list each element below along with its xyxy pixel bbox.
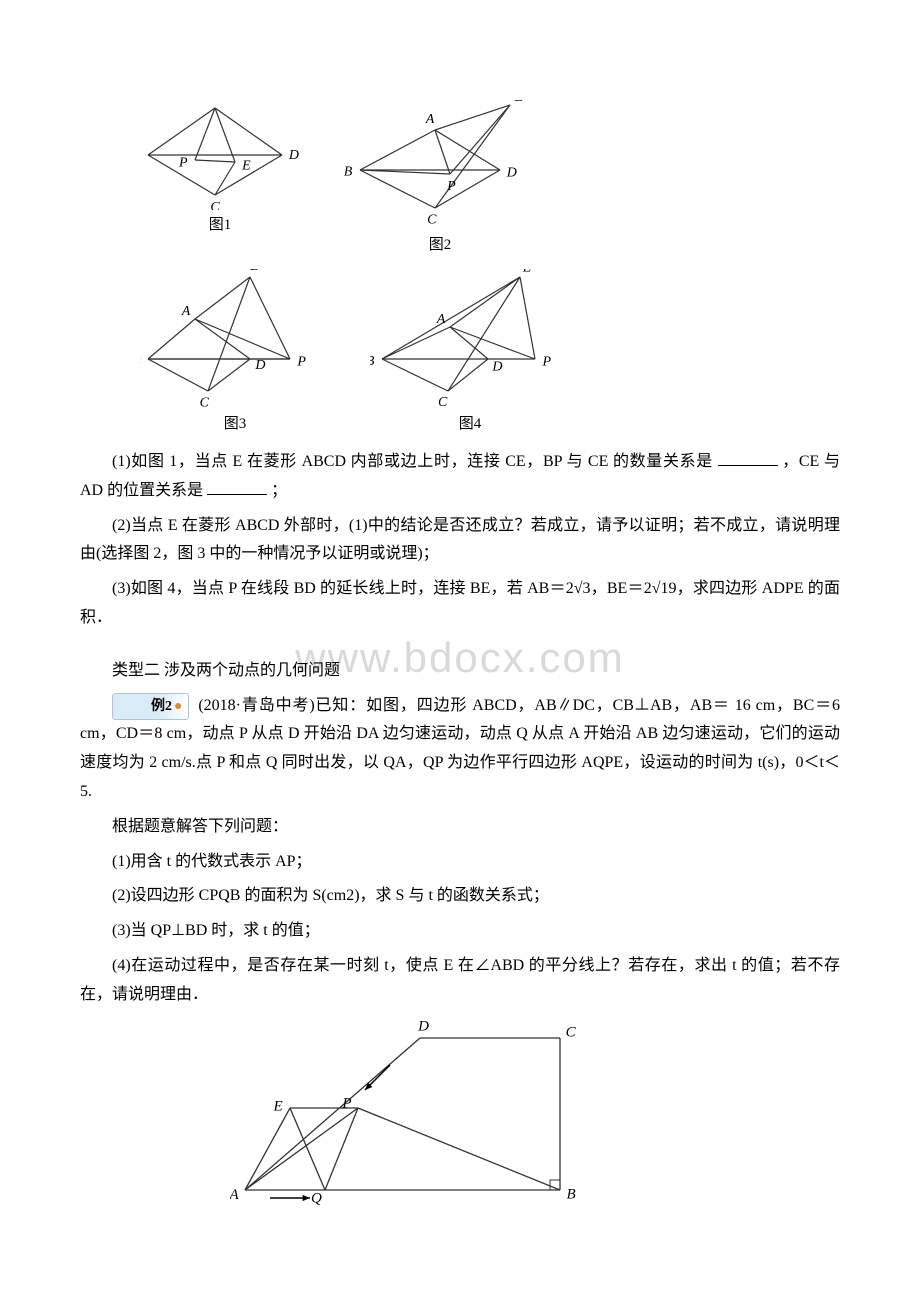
blank-1 (718, 449, 778, 466)
question-2: (2)当点 E 在菱形 ABCD 外部时，(1)中的结论是否还成立？若成立，请予… (80, 512, 840, 570)
svg-text:B: B (370, 354, 375, 369)
svg-text:B: B (140, 148, 141, 163)
q3-text-a: (3)如图 4，当点 P 在线段 BD 的延长线上时，连接 BE，若 AB＝2 (112, 580, 574, 597)
svg-text:A: A (425, 112, 435, 127)
svg-text:D: D (491, 359, 502, 374)
svg-text:D: D (254, 358, 265, 373)
svg-text:D: D (288, 148, 299, 163)
q1-text-c: ； (271, 482, 287, 499)
figure-5: A B C D E P Q (230, 1020, 600, 1210)
svg-text:A: A (181, 304, 191, 319)
svg-text:C: C (566, 1024, 577, 1040)
figure-2-caption: 图2 (429, 232, 452, 259)
svg-text:E: E (273, 1098, 283, 1114)
svg-text:A: A (210, 100, 220, 104)
figure-3: A B C D E P (140, 269, 330, 409)
figure-4: A B C D E P (370, 269, 570, 409)
svg-text:B: B (567, 1186, 576, 1202)
svg-text:B: B (140, 354, 141, 369)
q1-text-a: (1)如图 1，当点 E 在菱形 ABCD 内部或边上时，连接 CE，BP 与 … (112, 453, 713, 470)
example-2-q2: (2)设四边形 CPQB 的面积为 S(cm2)，求 S 与 t 的函数关系式； (80, 882, 840, 911)
svg-text:B: B (344, 164, 353, 179)
svg-text:P: P (541, 354, 551, 369)
question-3: (3)如图 4，当点 P 在线段 BD 的延长线上时，连接 BE，若 AB＝2√… (80, 575, 840, 633)
example-2-q1: (1)用含 t 的代数式表示 AP； (80, 848, 840, 877)
svg-text:P: P (341, 1095, 351, 1111)
svg-text:A: A (230, 1186, 239, 1202)
figure-row-1: A B C D E P 图1 A B C D E P 图2 (140, 100, 840, 259)
q3-text-b: ，BE＝2 (591, 580, 652, 597)
svg-text:C: C (438, 395, 448, 409)
svg-text:E: E (522, 269, 532, 275)
svg-text:A: A (436, 312, 446, 327)
svg-text:E: E (241, 159, 251, 174)
figure-1-caption: 图1 (209, 212, 232, 239)
svg-text:E: E (249, 269, 259, 274)
figure-3-caption: 图3 (224, 411, 247, 438)
svg-text:Q: Q (311, 1190, 322, 1206)
question-1: (1)如图 1，当点 E 在菱形 ABCD 内部或边上时，连接 CE，BP 与 … (80, 448, 840, 506)
example-2-q3: (3)当 QP⊥BD 时，求 t 的值； (80, 917, 840, 946)
badge-dot-icon: ● (174, 699, 182, 714)
svg-text:P: P (446, 179, 456, 194)
sqrt-3: √3 (574, 580, 591, 597)
example-2-badge-text: 例2 (151, 699, 172, 714)
figure-row-2: A B C D E P 图3 A B C D E P 图4 (140, 269, 840, 438)
example-2-prompt: 根据题意解答下列问题： (80, 813, 840, 842)
sqrt-19: √19 (652, 580, 677, 597)
svg-text:P: P (296, 355, 306, 370)
svg-text:E: E (514, 100, 524, 105)
svg-text:C: C (200, 395, 210, 409)
svg-text:P: P (178, 155, 188, 170)
example-2-q4: (4)在运动过程中，是否存在某一时刻 t，使点 E 在∠ABD 的平分线上？若存… (80, 952, 840, 1010)
figure-4-caption: 图4 (459, 411, 482, 438)
example-2: 例2● (2018·青岛中考)已知：如图，四边形 ABCD，AB∥DC，CB⊥A… (80, 692, 840, 807)
svg-text:C: C (427, 213, 437, 228)
example-2-badge: 例2● (112, 693, 189, 720)
svg-text:D: D (506, 165, 517, 180)
figure-2: A B C D E P (340, 100, 540, 230)
section-2-title: 类型二 涉及两个动点的几何问题 (80, 657, 840, 686)
figure-1: A B C D E P (140, 100, 300, 210)
svg-text:C: C (210, 200, 220, 210)
svg-text:D: D (417, 1020, 429, 1035)
blank-2 (207, 478, 267, 495)
example-2-body: (2018·青岛中考)已知：如图，四边形 ABCD，AB∥DC，CB⊥AB，AB… (80, 697, 840, 800)
